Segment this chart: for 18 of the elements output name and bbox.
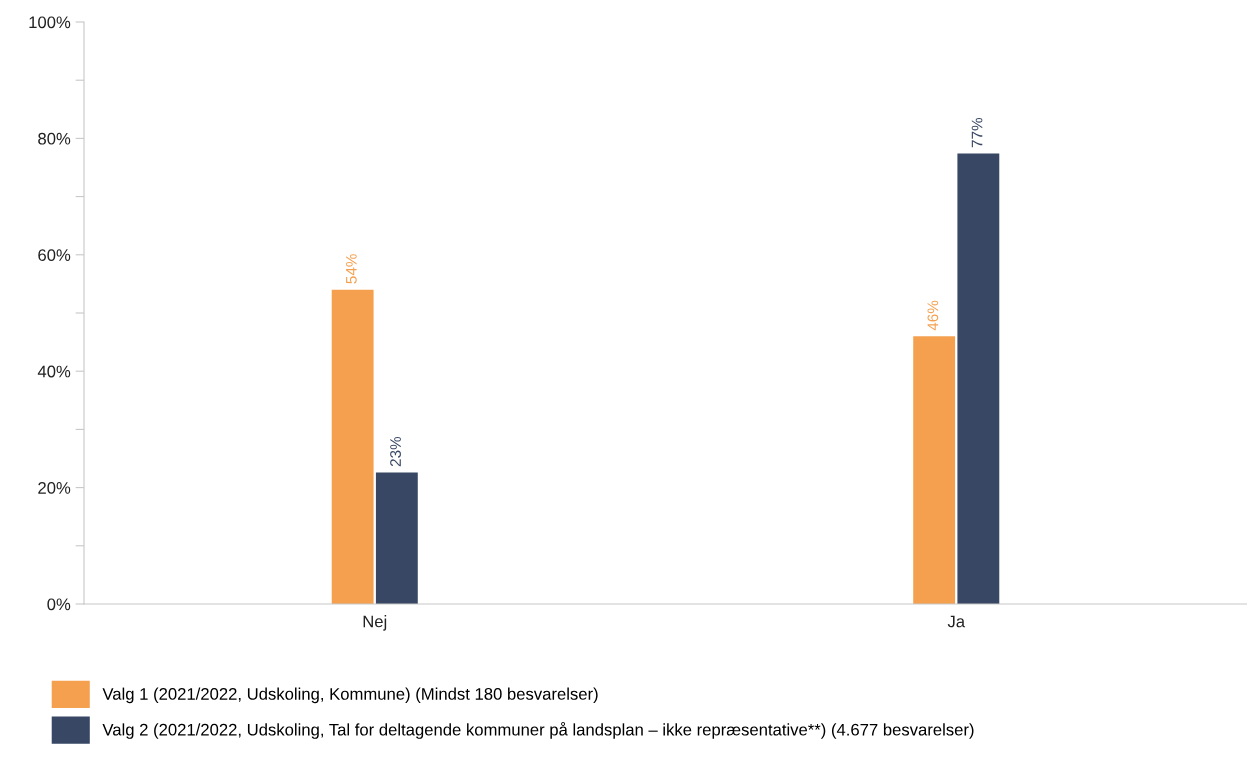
bar bbox=[957, 153, 1000, 604]
y-tick-label: 40% bbox=[37, 365, 71, 378]
y-tick-label: 100% bbox=[29, 16, 71, 29]
bar bbox=[331, 289, 374, 604]
bar bbox=[375, 472, 418, 604]
data-label: 54% bbox=[346, 254, 357, 284]
bar bbox=[913, 336, 956, 604]
y-tick-label: 0% bbox=[47, 598, 71, 611]
data-label: 23% bbox=[390, 436, 401, 467]
legend-label: Valg 2 (2021/2022, Udskoling, Tal for deltagende kommuner på landsplan – ikke repræsentative**) (4.677 besvarelser) bbox=[102, 721, 974, 739]
x-tick-label: Ja bbox=[947, 615, 966, 628]
y-tick-label: 20% bbox=[38, 482, 71, 494]
data-label: 77% bbox=[971, 117, 983, 148]
y-tick-label: 80% bbox=[38, 132, 71, 145]
y-tick-label: 60% bbox=[38, 249, 71, 261]
data-label: 46% bbox=[927, 300, 939, 331]
legend-label: Valg 1 (2021/2022, Udskoling, Kommune) (Mindst 180 besvarelser) bbox=[102, 687, 598, 704]
x-tick-label: Nej bbox=[363, 615, 387, 631]
